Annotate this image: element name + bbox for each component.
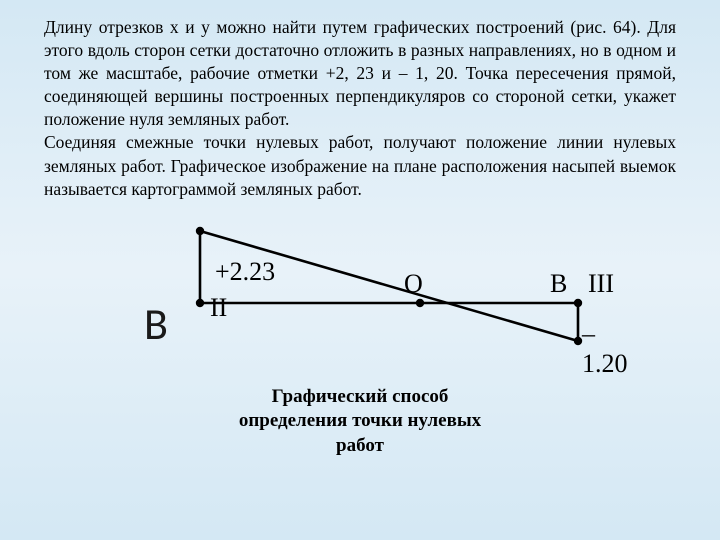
caption-line-1: Графический способ — [44, 385, 676, 410]
diagram-letter-b: В — [144, 297, 168, 351]
slide-content: Длину отрезков х и у можно найти путем г… — [0, 0, 720, 459]
diagram-roman-left: II — [210, 293, 227, 323]
diagram-label-b-right: В — [550, 269, 567, 299]
body-paragraph-2: Соединяя смежные точки нулевых работ, по… — [44, 131, 676, 200]
figure-diagram: В +2.23 II O В III –1.20 — [80, 219, 640, 379]
caption-line-2: определения точки нулевых — [44, 409, 676, 434]
diagram-roman-right: III — [588, 269, 614, 299]
figure-caption: Графический способ определения точки нул… — [44, 385, 676, 459]
diagram-label-o: O — [404, 269, 423, 299]
body-paragraph-1: Длину отрезков х и у можно найти путем г… — [44, 16, 676, 131]
caption-line-3: работ — [44, 434, 676, 459]
diagram-value-left: +2.23 — [215, 257, 275, 287]
diagram-value-right: –1.20 — [582, 319, 640, 379]
